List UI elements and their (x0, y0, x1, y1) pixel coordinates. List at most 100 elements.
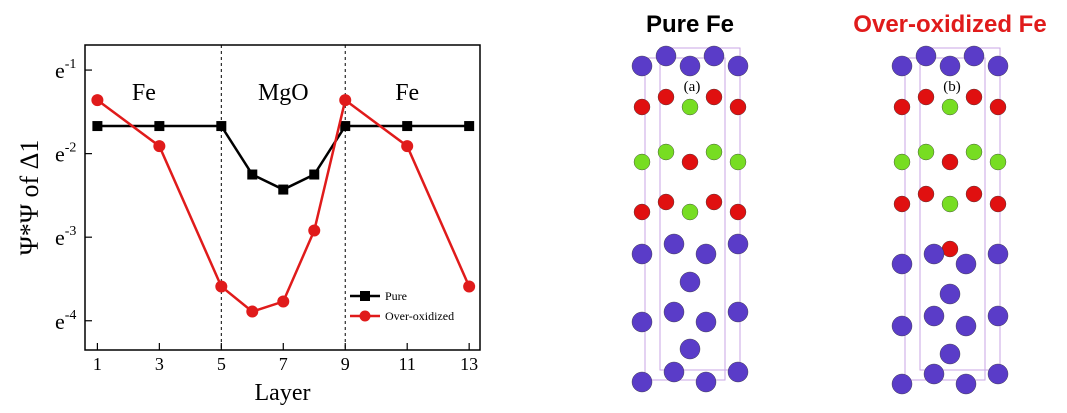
marker (91, 94, 104, 107)
atom (893, 98, 911, 116)
atom (663, 233, 685, 255)
atom (657, 88, 675, 106)
region-label: Fe (395, 80, 419, 106)
x-tick-label: 5 (217, 354, 226, 374)
atom (705, 143, 723, 161)
atom (633, 98, 651, 116)
atom (987, 305, 1009, 327)
series-line (96, 98, 471, 313)
atom (989, 153, 1007, 171)
atom (705, 193, 723, 211)
atom (681, 153, 699, 171)
atom (705, 88, 723, 106)
atom (657, 143, 675, 161)
atom (989, 98, 1007, 116)
atom (727, 233, 749, 255)
y-tick-label: e-4 (55, 308, 76, 334)
crystal-structure (631, 45, 749, 393)
x-tick-label: 1 (93, 354, 102, 374)
marker (278, 184, 289, 195)
atom (681, 203, 699, 221)
atom (893, 153, 911, 171)
atom (727, 361, 749, 383)
atom (965, 88, 983, 106)
atom (923, 363, 945, 385)
atom (923, 305, 945, 327)
atom (633, 203, 651, 221)
marker (309, 169, 320, 180)
atom (729, 153, 747, 171)
structure-label: (b) (943, 79, 961, 95)
plot-frame (84, 44, 481, 351)
atom (917, 185, 935, 203)
marker (339, 94, 352, 107)
marker (464, 121, 475, 132)
marker (246, 305, 259, 318)
atom (955, 315, 977, 337)
atom (939, 343, 961, 365)
atom (727, 55, 749, 77)
atom (941, 240, 959, 258)
marker (92, 121, 103, 132)
atom (923, 243, 945, 265)
region-label: Fe (132, 80, 156, 106)
atom (917, 88, 935, 106)
atom (631, 371, 653, 393)
marker (402, 121, 413, 132)
x-tick-label: 13 (460, 354, 478, 374)
atom (657, 193, 675, 211)
atom (939, 283, 961, 305)
atom (941, 153, 959, 171)
atom (631, 311, 653, 333)
atom (891, 55, 913, 77)
marker (340, 121, 351, 132)
marker (247, 169, 258, 180)
marker (401, 140, 414, 153)
crystal-structure (891, 45, 1009, 395)
x-tick-label: 11 (399, 354, 416, 374)
atom (729, 203, 747, 221)
legend-marker (359, 310, 371, 322)
atom (955, 253, 977, 275)
atom (703, 45, 725, 67)
y-tick-label: e-3 (55, 224, 76, 250)
atom (965, 143, 983, 161)
structure-title: Over-oxidized Fe (853, 11, 1046, 38)
marker (277, 295, 290, 308)
structure-title: Pure Fe (646, 11, 734, 38)
atom (663, 361, 685, 383)
atom (917, 143, 935, 161)
atom (695, 311, 717, 333)
atom (965, 185, 983, 203)
atom (631, 55, 653, 77)
x-axis-label: Layer (255, 380, 311, 406)
atom (987, 363, 1009, 385)
atom (655, 45, 677, 67)
marker (463, 280, 476, 293)
atom (891, 253, 913, 275)
atom (915, 45, 937, 67)
atom (695, 371, 717, 393)
atom (631, 243, 653, 265)
region-label: MgO (258, 80, 309, 106)
atom (955, 373, 977, 395)
y-tick-label: e-2 (55, 141, 76, 167)
atom (987, 55, 1009, 77)
legend-label: Over-oxidized (385, 309, 454, 323)
x-tick-label: 7 (279, 354, 288, 374)
structure-label: (a) (684, 79, 701, 95)
atom (695, 243, 717, 265)
y-axis-label: Ψ*Ψ of Δ1 (15, 140, 44, 256)
atom (989, 195, 1007, 213)
atom (679, 55, 701, 77)
atom (679, 271, 701, 293)
atom (663, 301, 685, 323)
atom (891, 315, 913, 337)
atom (939, 55, 961, 77)
y-tick-label: e-1 (55, 57, 76, 83)
atom (941, 195, 959, 213)
atom (681, 98, 699, 116)
atom (987, 243, 1009, 265)
legend-label: Pure (385, 289, 407, 303)
